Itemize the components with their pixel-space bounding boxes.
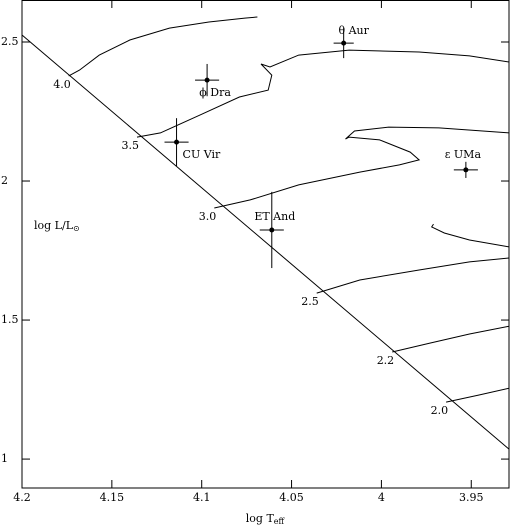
y-tick-label: 1 xyxy=(1,452,8,465)
x-tick-label: 4.05 xyxy=(279,491,304,504)
star-point xyxy=(463,167,469,173)
y-tick-label: 2.5 xyxy=(1,35,19,48)
x-tick-label: 4 xyxy=(378,491,385,504)
y-tick-label: 2 xyxy=(1,174,8,187)
plot-frame xyxy=(21,0,510,489)
track xyxy=(392,325,510,353)
zams-line xyxy=(21,34,510,450)
track xyxy=(316,223,510,294)
track xyxy=(68,16,258,77)
track-label: 2.5 xyxy=(301,295,319,308)
y-tick-label: 1.5 xyxy=(1,313,19,326)
y-label-main: log L/L xyxy=(34,219,74,232)
x-tick-label: 3.95 xyxy=(459,491,484,504)
star-label: ET And xyxy=(254,210,295,223)
track-label: 2.2 xyxy=(377,354,395,367)
x-label-sub: eff xyxy=(274,517,286,526)
star-label: θ Aur xyxy=(338,24,369,37)
track-label: 3.5 xyxy=(122,139,140,152)
star-point xyxy=(174,139,180,145)
star-label: ε UMa xyxy=(445,148,482,161)
star-point xyxy=(269,227,275,233)
track-label: 4.0 xyxy=(53,78,71,91)
y-axis-label: log L/L⊙ xyxy=(34,219,80,233)
x-tick-label: 4.2 xyxy=(13,491,31,504)
star-label: CU Vir xyxy=(183,148,221,161)
x-label-main: log T xyxy=(246,512,275,525)
star-point xyxy=(341,40,347,46)
y-label-sub: ⊙ xyxy=(73,224,80,233)
track-label: 2.0 xyxy=(431,404,449,417)
track xyxy=(136,49,510,138)
track-label: 3.0 xyxy=(199,210,217,223)
x-tick-label: 4.15 xyxy=(100,491,125,504)
star-label: ϕ Dra xyxy=(199,86,231,99)
x-axis-label: log Teff xyxy=(246,512,286,526)
track xyxy=(445,387,510,403)
star-point xyxy=(204,77,210,83)
track xyxy=(214,126,510,209)
x-tick-label: 4.1 xyxy=(193,491,211,504)
